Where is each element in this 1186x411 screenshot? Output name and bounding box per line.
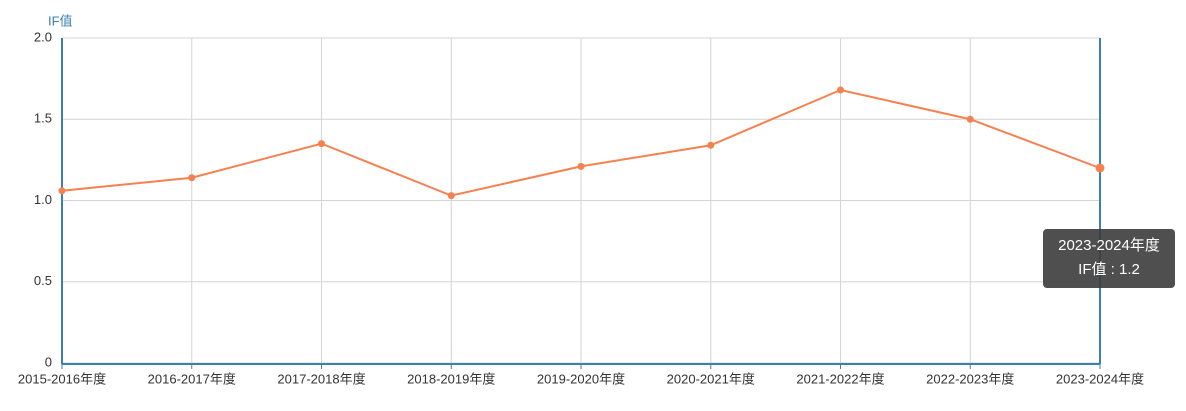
x-tick-label: 2015-2016年度: [18, 371, 106, 386]
y-tick-label: 2.0: [34, 29, 52, 44]
tooltip-title: 2023-2024年度: [1058, 237, 1160, 254]
x-tick-label: 2023-2024年度: [1056, 371, 1144, 386]
tooltip: 2023-2024年度 IF值 : 1.2: [1043, 229, 1175, 288]
x-tick-label: 2018-2019年度: [407, 371, 495, 386]
x-tick-label: 2019-2020年度: [537, 371, 625, 386]
grid: [61, 37, 1101, 364]
data-point: [447, 192, 455, 200]
plot: [58, 86, 1105, 200]
data-point: [188, 174, 196, 182]
x-tick-label: 2017-2018年度: [277, 371, 365, 386]
x-tick-label: 2022-2023年度: [926, 371, 1014, 386]
y-tick-label: 0: [45, 354, 52, 369]
x-tick-label: 2020-2021年度: [667, 371, 755, 386]
data-point: [966, 115, 974, 123]
data-point: [837, 86, 844, 94]
y-tick-label: 0.5: [34, 273, 52, 288]
data-point: [707, 141, 715, 149]
x-tick-label: 2021-2022年度: [796, 371, 884, 386]
x-tick-label: 2016-2017年度: [148, 371, 236, 386]
y-axis-title: IF值: [48, 13, 73, 28]
data-point: [577, 162, 585, 170]
y-tick-label: 1.0: [34, 192, 52, 207]
data-point: [1095, 163, 1105, 173]
y-tick-label: 1.5: [34, 111, 52, 126]
tooltip-text: IF值 : 1.2: [1078, 261, 1140, 278]
data-point: [58, 187, 66, 195]
data-point: [318, 140, 325, 148]
